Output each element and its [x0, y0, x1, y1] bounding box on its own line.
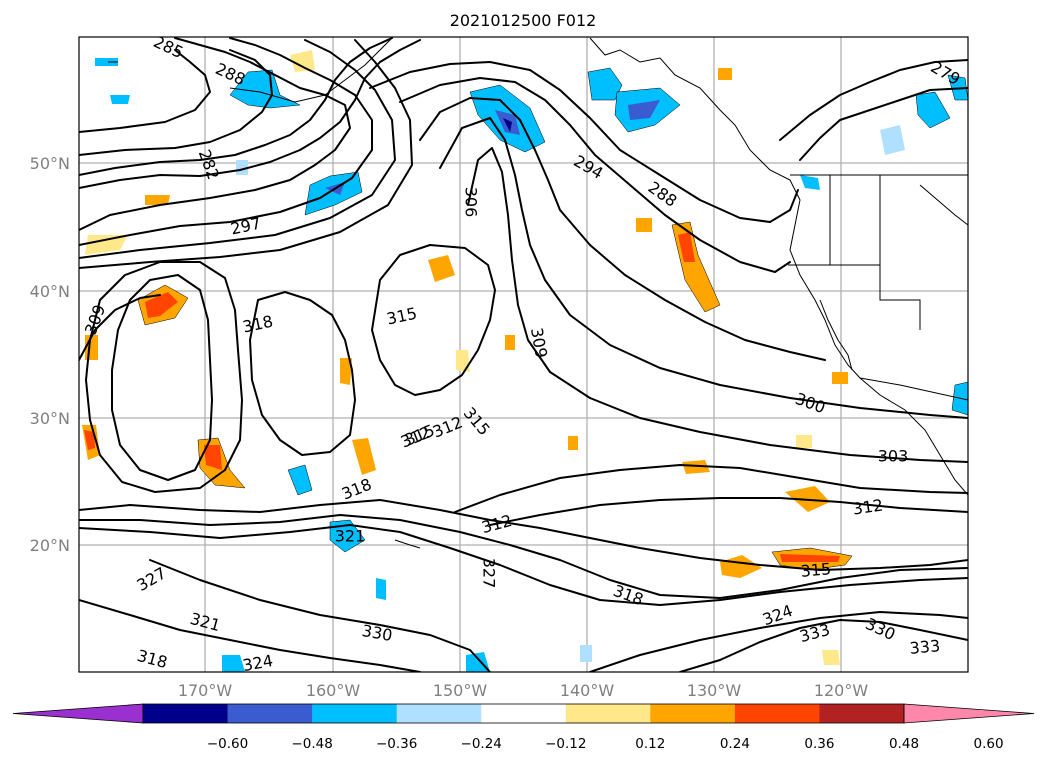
- contour-label: 333: [909, 636, 941, 658]
- colorbar-segment: [819, 704, 905, 723]
- lon-label-160w: 160°W: [306, 681, 361, 700]
- longitude-axis: 170°W 160°W 150°W 140°W 130°W 120°W: [178, 681, 869, 700]
- colorbar-tick-label: 0.24: [720, 736, 750, 752]
- colorbar-tick-label: 0.60: [974, 736, 1004, 752]
- colorbar-segment: [143, 704, 229, 723]
- colorbar-frame: [142, 703, 905, 724]
- colorbar-segment: [312, 704, 398, 723]
- colorbar-segment: [227, 704, 313, 723]
- lon-label-150w: 150°W: [433, 681, 488, 700]
- colorbar-tick-label: −0.60: [207, 736, 248, 752]
- contour-label: 312: [851, 495, 884, 518]
- colorbar-segment: [734, 704, 820, 723]
- colorbar-extend-low: [12, 703, 144, 724]
- lat-label-30: 30°N: [30, 409, 70, 428]
- colorbar-tick-label: −0.12: [545, 736, 586, 752]
- colorbar-tick-label: 0.12: [635, 736, 665, 752]
- colorbar-segment: [396, 704, 482, 723]
- contour-label: 315: [800, 559, 832, 581]
- shaded-field: [82, 50, 968, 672]
- contour-label: 303: [878, 447, 909, 466]
- latitude-axis: 50°N 40°N 30°N 20°N: [30, 154, 70, 555]
- lon-label-170w: 170°W: [178, 681, 233, 700]
- contour-label: 321: [335, 527, 366, 546]
- colorbar-tick-label: −0.36: [376, 736, 417, 752]
- colorbar-segment: [481, 704, 567, 723]
- contour-label: 324: [241, 651, 274, 675]
- coastlines: [108, 37, 968, 549]
- colorbar-extend-high: [903, 703, 1035, 724]
- lat-label-40: 40°N: [30, 282, 70, 301]
- colorbar-tick-label: −0.48: [291, 736, 332, 752]
- colorbar: −0.60 −0.48 −0.36 −0.24 −0.12 0.12 0.24 0.36 0.4…: [12, 703, 1035, 752]
- colorbar-segment: [565, 704, 651, 723]
- lon-label-140w: 140°W: [560, 681, 615, 700]
- lon-label-120w: 120°W: [814, 681, 869, 700]
- lon-label-130w: 130°W: [687, 681, 742, 700]
- contour-label: 306: [462, 187, 481, 218]
- lat-label-50: 50°N: [30, 154, 70, 173]
- colorbar-segment: [650, 704, 736, 723]
- map-frame: [78, 36, 969, 673]
- contour-lines: [79, 37, 968, 672]
- colorbar-tick-label: 0.36: [804, 736, 834, 752]
- lat-label-20: 20°N: [30, 536, 70, 555]
- colorbar-tick-label: −0.24: [461, 736, 502, 752]
- figure-title: 2021012500 F012: [450, 11, 597, 30]
- colorbar-tick-label: 0.48: [889, 736, 919, 752]
- contour-label: 327: [480, 558, 499, 589]
